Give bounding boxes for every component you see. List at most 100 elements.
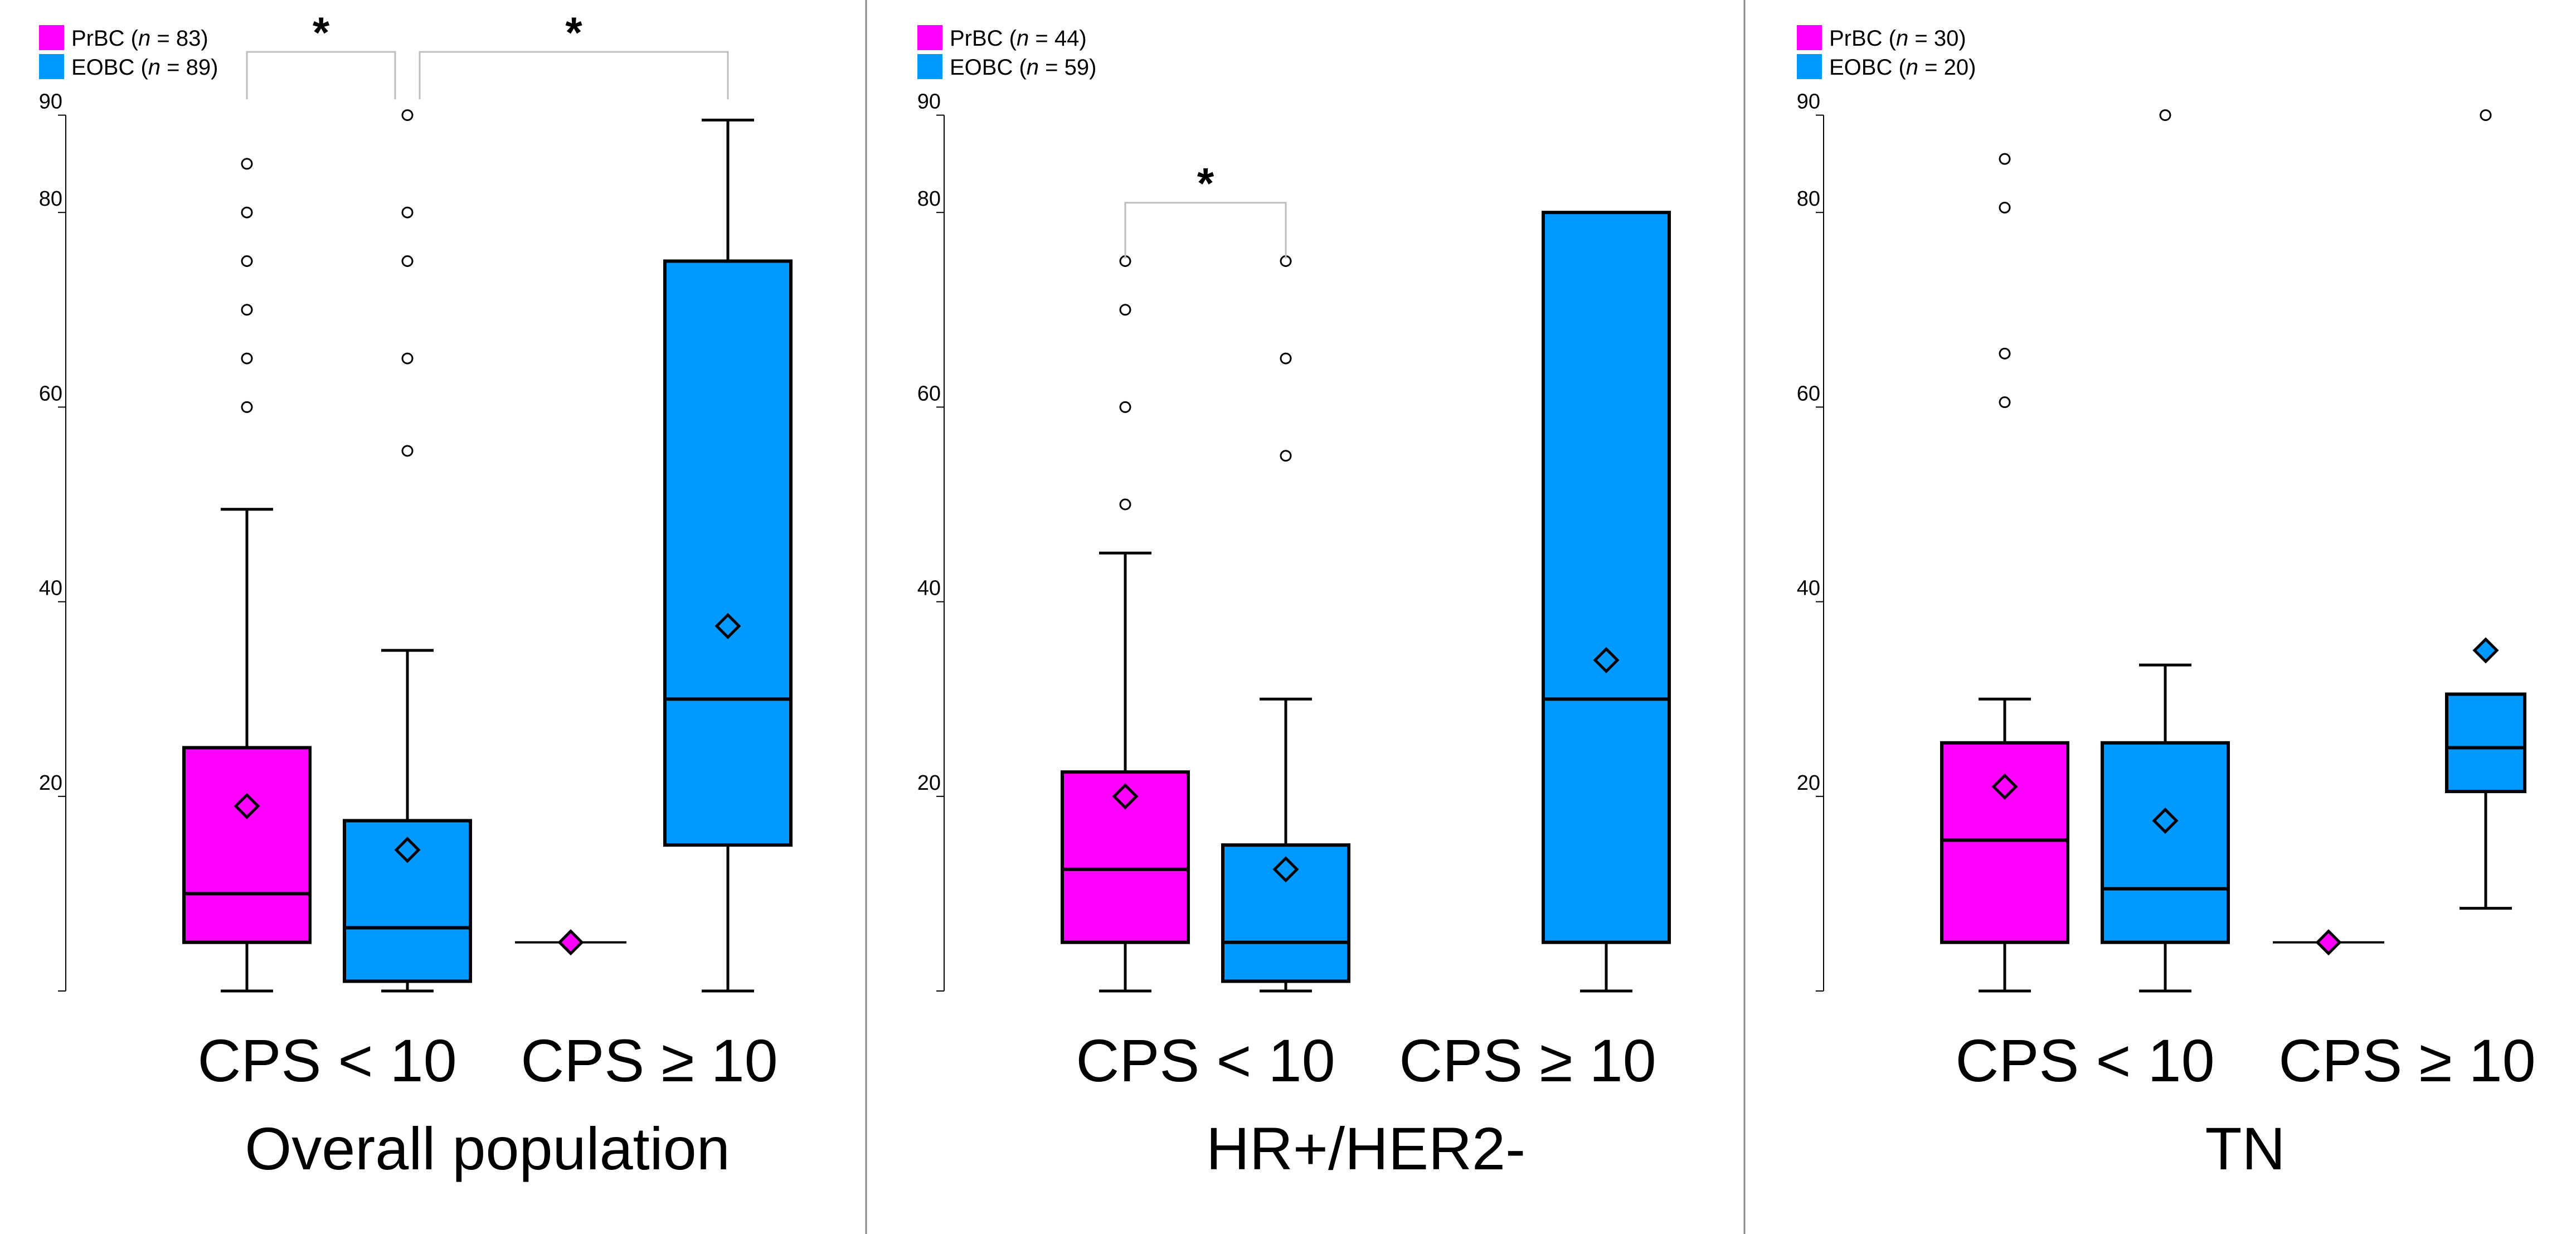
box-outlier (241, 158, 253, 170)
x-category-label: CPS < 10 (197, 1027, 456, 1094)
legend-swatch-prbc (39, 25, 64, 50)
legend-label-suffix: = 30) (1908, 26, 1966, 51)
box-eobc-low (1221, 255, 1350, 993)
box-iqr (1940, 741, 2069, 944)
box-outlier (1119, 401, 1131, 413)
legend-swatch-prbc (1797, 25, 1822, 50)
box-mean-marker (2472, 637, 2499, 664)
legend-label-suffix: = 44) (1029, 26, 1086, 51)
y-tick-label: 20 (917, 771, 941, 795)
legend-label-prbc: PrBC (n = 83) (71, 26, 208, 51)
box-outlier (1999, 396, 2011, 409)
panel-2: PrBC (n = 44)EOBC (n = 59)2040608090*CPS… (917, 25, 1671, 1182)
box-prbc-low (1940, 153, 2069, 993)
x-category-label: CPS ≥ 10 (1399, 1027, 1656, 1094)
y-tick-label: 60 (1797, 382, 1820, 405)
box-prbc-high (2273, 929, 2384, 956)
box-mean-marker (394, 837, 421, 863)
box-outlier (401, 206, 414, 218)
y-tick-label: 80 (1797, 187, 1820, 211)
significance-star: * (565, 8, 582, 57)
legend-label-n: n (138, 26, 150, 51)
box-outlier (401, 109, 414, 122)
panel-3: PrBC (n = 30)EOBC (n = 20)2040608090CPS … (1797, 25, 2536, 1182)
panel-title: TN (2205, 1115, 2286, 1182)
box-outlier (401, 352, 414, 365)
legend-label-prefix: EOBC ( (71, 55, 148, 80)
legend-label-eobc: EOBC (n = 89) (71, 55, 218, 80)
box-outlier (1280, 450, 1292, 462)
y-tick-label: 90 (39, 90, 62, 114)
y-tick-label: 90 (1797, 90, 1820, 114)
box-outlier (241, 206, 253, 218)
legend-label-prefix: PrBC ( (950, 26, 1017, 51)
box-outlier (241, 255, 253, 267)
box-outlier (1999, 347, 2011, 359)
y-tick-label: 40 (917, 577, 941, 600)
box-iqr (663, 259, 793, 847)
legend-label-suffix: = 20) (1918, 55, 1976, 80)
box-iqr (182, 746, 312, 944)
box-mean-marker (1991, 773, 2018, 800)
y-tick-label: 40 (1797, 577, 1820, 600)
x-category-label: CPS ≥ 10 (2278, 1027, 2535, 1094)
significance-bracket (246, 51, 396, 100)
legend-label-prefix: PrBC ( (71, 26, 139, 51)
box-outlier (1119, 498, 1131, 511)
box-outlier (1999, 153, 2011, 165)
box-mean-marker (1272, 856, 1299, 883)
legend-label-n: n (148, 55, 161, 80)
box-outlier (2159, 109, 2171, 122)
box-mean-marker (557, 929, 584, 956)
box-iqr (1542, 211, 1671, 944)
box-eobc-high (2445, 109, 2526, 910)
significance-bracket (1124, 202, 1287, 259)
y-tick-label: 80 (917, 187, 941, 211)
box-mean-marker (1112, 783, 1139, 810)
legend-label-eobc: EOBC (n = 20) (1829, 55, 1976, 80)
box-eobc-low (2101, 109, 2230, 993)
box-outlier (1280, 352, 1292, 365)
box-outlier (241, 352, 253, 365)
box-outlier (2480, 109, 2492, 122)
y-tick-label: 20 (1797, 771, 1820, 795)
panel-title: HR+/HER2- (1206, 1115, 1525, 1182)
box-eobc-high (663, 118, 793, 993)
box-prbc-low (1061, 255, 1190, 993)
y-tick-label: 40 (39, 577, 62, 600)
y-tick-label: 60 (917, 382, 941, 405)
legend-label-prbc: PrBC (n = 30) (1829, 26, 1966, 51)
legend-label-n: n (1027, 55, 1039, 80)
box-outlier (1119, 304, 1131, 316)
box-iqr (2101, 741, 2230, 944)
box-prbc-high (515, 929, 626, 956)
significance-bracket (419, 51, 729, 100)
box-eobc-high (1542, 211, 1671, 993)
box-eobc-low (343, 109, 472, 993)
legend-label-prefix: PrBC ( (1829, 26, 1897, 51)
panel-title: Overall population (245, 1115, 730, 1182)
y-tick-label: 20 (39, 771, 62, 795)
box-iqr (2445, 692, 2526, 794)
box-mean-marker (2152, 807, 2179, 834)
box-mean-marker (234, 793, 260, 819)
legend-label-prefix: EOBC ( (1829, 55, 1906, 80)
significance-star: * (313, 8, 330, 57)
y-tick-label: 90 (917, 90, 941, 114)
box-outlier (241, 401, 253, 413)
legend-swatch-prbc (917, 25, 942, 50)
box-mean-marker (715, 613, 741, 639)
legend-label-n: n (1017, 26, 1029, 51)
legend-label-prbc: PrBC (n = 44) (950, 26, 1087, 51)
legend-label-n: n (1906, 55, 1918, 80)
x-category-label: CPS < 10 (1955, 1027, 2214, 1094)
legend-label-suffix: = 59) (1039, 55, 1096, 80)
box-prbc-low (182, 158, 312, 993)
legend-label-n: n (1896, 26, 1908, 51)
x-category-label: CPS < 10 (1076, 1027, 1335, 1094)
significance-star: * (1197, 159, 1214, 208)
x-category-label: CPS ≥ 10 (521, 1027, 777, 1094)
legend-swatch-eobc (1797, 54, 1822, 79)
